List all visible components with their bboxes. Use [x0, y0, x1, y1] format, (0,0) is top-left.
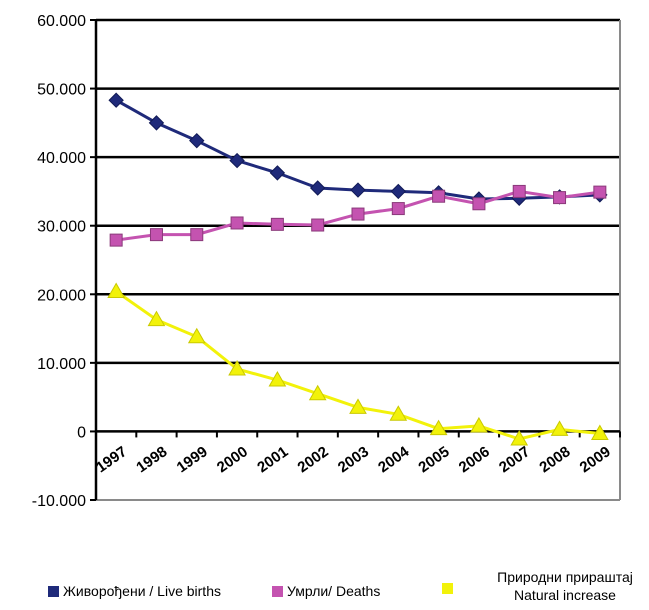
- series-1: [109, 184, 607, 247]
- legend-label-natural-increase-line2: Natural increase: [514, 587, 616, 603]
- data-point: [429, 419, 448, 436]
- data-point: [268, 370, 287, 387]
- data-point: [593, 185, 607, 199]
- data-point: [148, 115, 165, 131]
- legend-swatch-natural-increase: [442, 583, 453, 594]
- series-line: [115, 290, 600, 441]
- data-point: [308, 384, 327, 401]
- data-point: [187, 327, 206, 344]
- x-tick-label: 2003: [335, 443, 372, 476]
- legend-item-live-births: Живорођени / Live births: [48, 583, 221, 599]
- data-point: [512, 184, 526, 198]
- data-point: [350, 182, 366, 198]
- x-tick-label: 2005: [415, 443, 452, 476]
- y-tick-label: 60.000: [37, 13, 86, 30]
- legend-label-natural-increase: Природни прираштај Natural increase: [485, 568, 645, 604]
- x-tick-label: 2004: [375, 443, 413, 476]
- x-tick-label: 2001: [254, 443, 291, 476]
- data-point: [311, 218, 325, 232]
- data-point: [107, 282, 126, 299]
- data-point: [228, 360, 246, 376]
- legend-item-deaths: Умрли/ Deaths: [272, 583, 380, 599]
- y-tick-label: 40.000: [37, 150, 86, 167]
- legend-label-live-births: Живорођени / Live births: [63, 583, 221, 599]
- data-point: [553, 191, 567, 205]
- x-tick-label: 2002: [295, 443, 332, 476]
- legend-label-natural-increase-line1: Природни прираштај: [497, 569, 633, 585]
- data-point: [109, 233, 123, 247]
- data-point: [269, 165, 286, 181]
- data-point: [189, 132, 205, 149]
- gridlines: [96, 18, 620, 365]
- data-point: [590, 424, 609, 440]
- data-point: [149, 228, 163, 242]
- data-point: [472, 197, 486, 211]
- legend-swatch-live-births: [48, 585, 59, 597]
- data-point: [389, 405, 408, 421]
- y-tick-label: -10.000: [32, 493, 86, 510]
- data-point: [270, 217, 284, 231]
- x-tick-label: 2000: [214, 443, 251, 476]
- data-point: [470, 416, 488, 433]
- axes: [90, 19, 621, 501]
- y-tick-label: 50.000: [37, 82, 86, 99]
- data-point: [391, 202, 405, 216]
- x-tick-labels: 1997 1998 1999 2000 2001 2002 2003 2004 2005 2006…: [93, 443, 614, 476]
- chart: -10.000 0 10.000 20.000 30.000 40.000 50.000 60…: [32, 13, 621, 510]
- legend-item-natural-increase: [442, 583, 457, 594]
- y-tick-label: 10.000: [37, 356, 86, 373]
- series-0: [108, 92, 608, 207]
- x-tick-label: 2008: [536, 443, 573, 476]
- data-point: [550, 420, 569, 436]
- data-point: [108, 92, 124, 108]
- data-point: [147, 310, 166, 327]
- data-point: [309, 180, 326, 196]
- legend-swatch-deaths: [272, 585, 283, 597]
- x-tick-label: 2007: [496, 443, 533, 476]
- x-tick-label: 1998: [133, 443, 170, 476]
- series-lines: [107, 92, 609, 446]
- y-tick-label: 20.000: [37, 287, 86, 304]
- x-tick-label: 1999: [174, 443, 211, 476]
- y-tick-label: 30.000: [37, 219, 86, 236]
- y-tick-labels: -10.000 0 10.000 20.000 30.000 40.000 50.000 60…: [32, 13, 86, 510]
- data-point: [190, 228, 204, 242]
- data-point: [510, 429, 529, 446]
- x-tick-label: 1997: [93, 443, 130, 476]
- data-point: [432, 189, 446, 203]
- data-point: [390, 183, 407, 200]
- data-point: [349, 398, 367, 414]
- legend: Живорођени / Live births Умрли/ Deaths П…: [0, 568, 649, 608]
- x-tick-label: 2009: [577, 443, 614, 476]
- y-tick-label: 0: [77, 424, 86, 441]
- data-point: [230, 216, 244, 230]
- x-tick-label: 2006: [456, 443, 493, 476]
- data-point: [351, 207, 365, 221]
- series-2: [107, 282, 609, 446]
- data-point: [229, 152, 245, 169]
- legend-label-deaths: Умрли/ Deaths: [287, 583, 381, 599]
